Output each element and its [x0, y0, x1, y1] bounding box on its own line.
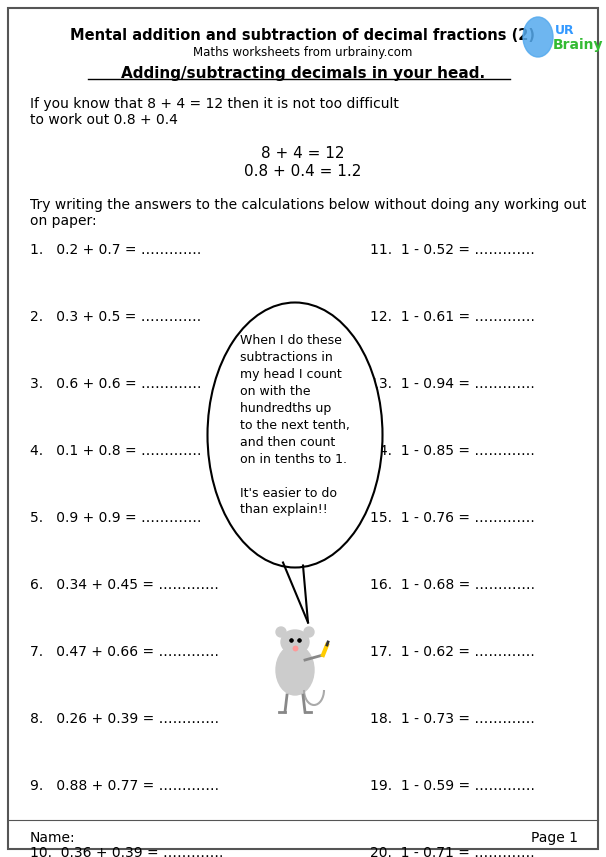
Text: 1.   0.2 + 0.7 = ………….: 1. 0.2 + 0.7 = …………. [30, 243, 201, 257]
Text: Try writing the answers to the calculations below without doing any working out
: Try writing the answers to the calculati… [30, 198, 587, 228]
Text: Brainy: Brainy [553, 38, 604, 52]
Text: 12.  1 - 0.61 = ………….: 12. 1 - 0.61 = …………. [370, 310, 535, 324]
Text: 2.   0.3 + 0.5 = ………….: 2. 0.3 + 0.5 = …………. [30, 310, 201, 324]
Text: 4.   0.1 + 0.8 = ………….: 4. 0.1 + 0.8 = …………. [30, 444, 201, 458]
Text: 10.  0.36 + 0.39 = ………….: 10. 0.36 + 0.39 = …………. [30, 846, 224, 857]
Text: 16.  1 - 0.68 = ………….: 16. 1 - 0.68 = …………. [370, 578, 535, 592]
Text: Mental addition and subtraction of decimal fractions (2): Mental addition and subtraction of decim… [70, 27, 536, 43]
Text: 17.  1 - 0.62 = ………….: 17. 1 - 0.62 = …………. [370, 645, 534, 659]
Ellipse shape [276, 645, 314, 695]
Text: 20.  1 - 0.71 = ………….: 20. 1 - 0.71 = …………. [370, 846, 534, 857]
Text: 8 + 4 = 12: 8 + 4 = 12 [261, 146, 345, 160]
Ellipse shape [207, 303, 382, 567]
Text: 7.   0.47 + 0.66 = ………….: 7. 0.47 + 0.66 = …………. [30, 645, 219, 659]
Text: 15.  1 - 0.76 = ………….: 15. 1 - 0.76 = …………. [370, 511, 534, 525]
Text: 18.  1 - 0.73 = ………….: 18. 1 - 0.73 = …………. [370, 712, 534, 726]
Text: If you know that 8 + 4 = 12 then it is not too difficult: If you know that 8 + 4 = 12 then it is n… [30, 97, 399, 111]
Text: When I do these
subtractions in
my head I count
on with the
hundredths up
to the: When I do these subtractions in my head … [240, 333, 350, 517]
Text: UR: UR [555, 23, 574, 37]
Text: 13.  1 - 0.94 = ………….: 13. 1 - 0.94 = …………. [370, 377, 534, 391]
Text: 5.   0.9 + 0.9 = ………….: 5. 0.9 + 0.9 = …………. [30, 511, 201, 525]
Text: Page 1: Page 1 [531, 831, 578, 845]
Text: 8.   0.26 + 0.39 = ………….: 8. 0.26 + 0.39 = …………. [30, 712, 219, 726]
Text: 19.  1 - 0.59 = ………….: 19. 1 - 0.59 = …………. [370, 779, 535, 793]
Text: to work out 0.8 + 0.4: to work out 0.8 + 0.4 [30, 113, 178, 127]
Text: 0.8 + 0.4 = 1.2: 0.8 + 0.4 = 1.2 [244, 164, 362, 178]
Text: 14.  1 - 0.85 = ………….: 14. 1 - 0.85 = …………. [370, 444, 534, 458]
Ellipse shape [304, 627, 314, 637]
Text: 3.   0.6 + 0.6 = ………….: 3. 0.6 + 0.6 = …………. [30, 377, 201, 391]
Ellipse shape [276, 627, 286, 637]
Text: 9.   0.88 + 0.77 = ………….: 9. 0.88 + 0.77 = …………. [30, 779, 219, 793]
Text: Adding/subtracting decimals in your head.: Adding/subtracting decimals in your head… [121, 65, 485, 81]
Text: Name:: Name: [30, 831, 76, 845]
Ellipse shape [523, 17, 553, 57]
Text: 6.   0.34 + 0.45 = ………….: 6. 0.34 + 0.45 = …………. [30, 578, 219, 592]
FancyBboxPatch shape [8, 8, 598, 849]
Polygon shape [283, 562, 308, 622]
Text: 11.  1 - 0.52 = ………….: 11. 1 - 0.52 = …………. [370, 243, 534, 257]
Ellipse shape [281, 630, 309, 654]
Text: Maths worksheets from urbrainy.com: Maths worksheets from urbrainy.com [193, 45, 413, 58]
